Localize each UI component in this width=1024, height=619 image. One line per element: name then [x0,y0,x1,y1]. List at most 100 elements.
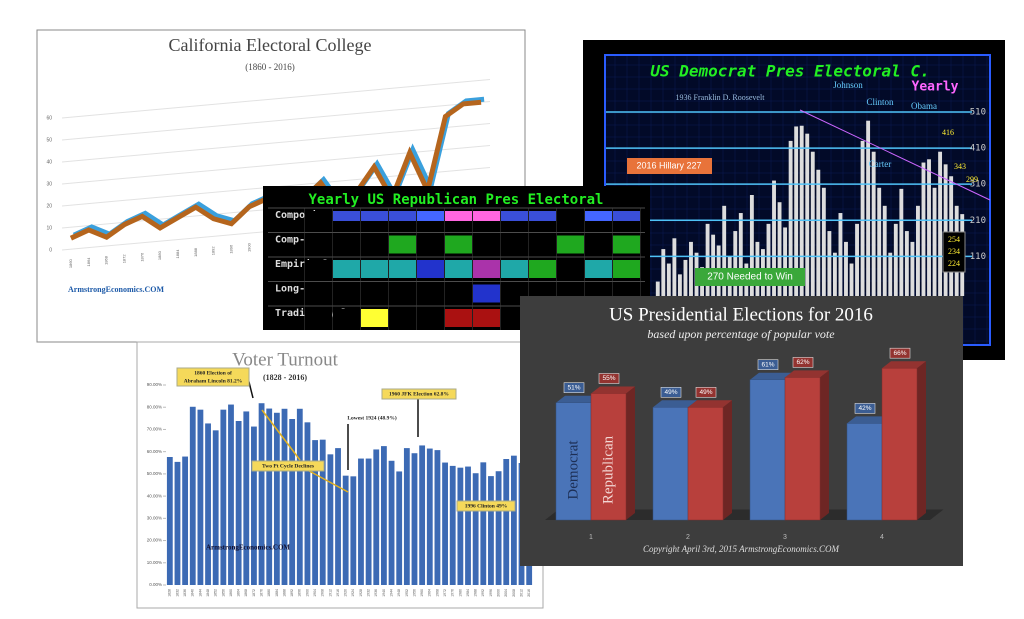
bar [927,159,931,296]
cell [305,211,332,221]
x-tick-label: 1876 [259,589,263,597]
bar [465,466,471,585]
y-tick-label: 0.00% [149,582,162,587]
cell [361,260,388,278]
cell [613,211,640,221]
cell [305,260,332,278]
cell [305,235,332,254]
bar [838,213,843,296]
y-tick-label: 40 [46,159,52,165]
bar [419,445,426,585]
x-tick-label: 1920 [344,589,348,597]
cell [473,309,500,327]
x-tick-label: 1884 [175,249,180,259]
annotation: Johnson [833,80,863,90]
bar [510,455,517,585]
x-tick-label: 1864 [237,589,241,597]
bar [733,231,738,296]
value-label-box [792,357,814,368]
cell [557,211,584,221]
label-box [456,500,516,512]
bar [296,408,303,585]
watermark: ArmstrongEconomics.COM [206,544,290,552]
bar-side [723,400,732,520]
x-tick-label: 1988 [474,589,478,597]
watermark: ArmstrongEconomics.COM [68,285,165,294]
bar [174,461,181,585]
annotation: 254 [948,235,960,244]
bar [784,377,821,521]
y-tick-label: 210 [970,216,986,226]
bar-top [591,386,635,394]
bar [687,407,724,521]
x-tick-label: 1876 [139,252,144,262]
value-label-box [598,373,620,384]
value-label: 55% [602,375,615,382]
value-label-box [695,386,717,398]
value-label: 49% [664,389,677,396]
x-tick-label: 3 [783,534,787,541]
chart-title: US Democrat Pres Electoral C. [650,62,929,81]
bar [189,406,196,585]
y-tick-label: 20.00% [147,538,162,543]
x-tick-label: 1956 [412,589,416,597]
bar [888,252,893,296]
bar [205,423,211,585]
cell [585,211,612,221]
cell [389,260,416,278]
cell [389,309,416,327]
cell [389,235,416,254]
cell [361,309,388,327]
x-tick-label: 1832 [175,589,179,597]
bar [749,379,786,521]
cell [417,235,444,254]
cell [445,309,472,327]
bar [235,421,242,585]
cell [473,211,500,221]
cell [361,284,388,303]
bar [251,426,257,585]
value-label-box [660,386,682,398]
cell [473,284,500,303]
bar [921,162,926,296]
bar [794,126,799,296]
y-tick-label: 60.00% [147,449,162,454]
x-tick-label: 1872 [252,589,256,597]
x-tick-label: 1848 [206,589,210,597]
x-tick-label: 1868 [104,255,109,265]
cell [613,260,640,278]
cell [585,235,612,254]
bar [472,473,479,585]
label-box [251,460,325,472]
label-box [627,158,712,174]
x-tick-label: 1892 [211,246,216,256]
y-tick-label: 10 [46,225,52,231]
x-tick-label: 1860 [68,258,73,268]
cell [333,309,360,327]
bar [722,205,727,296]
bar [916,205,920,296]
bar [932,187,937,296]
bar [810,151,815,296]
bar [166,457,173,585]
bar [503,459,510,585]
cell [361,211,388,221]
bar [411,453,418,585]
bar [827,231,832,296]
value-label: 66% [893,350,906,357]
cell [389,211,416,221]
cell [445,284,472,303]
x-tick-label: 1840 [191,589,195,597]
cell [557,235,584,254]
bar [846,423,883,521]
cell [333,284,360,303]
x-tick-label: 1884 [275,589,279,597]
cell [613,235,640,254]
bar [182,456,189,585]
x-tick-label: 1972 [443,589,447,597]
value-label: 62% [796,359,809,366]
bar [899,188,904,296]
value-label: 61% [761,361,774,368]
